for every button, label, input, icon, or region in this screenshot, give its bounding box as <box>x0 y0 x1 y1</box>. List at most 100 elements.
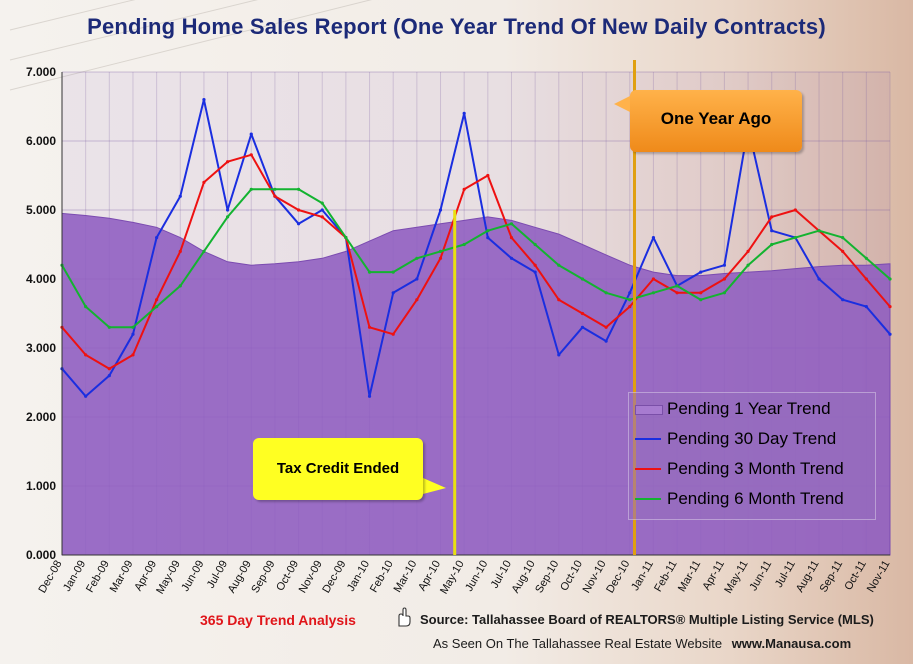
data-point <box>628 305 632 309</box>
data-point <box>249 153 253 157</box>
data-point <box>462 242 466 247</box>
callout-tax-credit: Tax Credit Ended <box>253 438 423 500</box>
data-point <box>651 277 656 281</box>
data-point <box>722 277 727 281</box>
data-point <box>155 305 159 309</box>
data-point <box>580 277 585 281</box>
x-tick-label: Jun-11 <box>748 559 775 593</box>
data-point <box>817 277 821 281</box>
data-point <box>155 298 159 302</box>
data-point <box>628 291 632 295</box>
data-point <box>320 215 324 219</box>
data-point <box>770 242 774 247</box>
data-point <box>226 208 230 212</box>
data-point <box>533 263 537 267</box>
data-point <box>131 353 135 357</box>
x-tick-label: Mar-09 <box>108 559 136 595</box>
data-point <box>770 229 774 233</box>
tax-callout-pointer <box>423 478 446 494</box>
data-point <box>462 187 466 191</box>
data-point <box>391 291 395 295</box>
data-point <box>131 332 135 336</box>
data-point <box>249 187 253 191</box>
data-point <box>486 229 490 233</box>
legend-swatch-area <box>635 405 663 415</box>
data-point <box>746 263 750 267</box>
data-point <box>841 298 845 302</box>
y-tick-label: 7.000 <box>26 65 56 79</box>
data-point <box>841 249 845 253</box>
legend-label: Pending 1 Year Trend <box>667 399 831 418</box>
footer-seen-on: As Seen On The Tallahassee Real Estate W… <box>433 636 851 651</box>
data-point <box>320 201 324 205</box>
chart-title: Pending Home Sales Report (One Year Tren… <box>87 14 826 39</box>
data-point <box>273 194 277 198</box>
data-point <box>462 111 466 115</box>
data-point <box>131 325 135 329</box>
footer-seen-prefix: As Seen On The Tallahassee Real Estate W… <box>433 636 723 651</box>
year-callout-pointer <box>614 96 630 112</box>
data-point <box>438 249 443 253</box>
data-point <box>509 236 514 240</box>
callout-one-year-ago: One Year Ago <box>630 90 802 152</box>
data-point <box>651 291 656 295</box>
data-point <box>84 305 88 309</box>
data-point <box>391 270 395 274</box>
footer-analysis: 365 Day Trend Analysis <box>200 612 356 628</box>
data-point <box>580 311 585 316</box>
data-point <box>84 394 88 398</box>
data-point <box>367 270 372 274</box>
data-point <box>391 332 395 336</box>
x-tick-label: Nov-11 <box>865 559 893 595</box>
data-point <box>675 284 679 288</box>
x-tick-label: Dec-08 <box>36 559 64 596</box>
data-point <box>107 325 111 329</box>
y-tick-label: 0.000 <box>26 548 56 562</box>
data-point <box>699 270 703 274</box>
data-point <box>202 98 206 102</box>
data-point <box>178 249 182 253</box>
data-point <box>888 305 892 309</box>
legend-label: Pending 30 Day Trend <box>667 429 837 448</box>
data-point <box>604 291 608 295</box>
data-point <box>320 208 324 212</box>
y-tick-label: 6.000 <box>26 134 56 148</box>
data-point <box>864 277 868 281</box>
data-point <box>509 256 514 260</box>
data-point <box>226 160 230 164</box>
y-tick-label: 5.000 <box>26 203 56 217</box>
data-point <box>107 367 111 371</box>
legend-label: Pending 6 Month Trend <box>667 489 844 508</box>
data-point <box>699 298 703 302</box>
data-point <box>249 132 253 136</box>
data-point <box>415 256 419 260</box>
y-tick-label: 2.000 <box>26 410 56 424</box>
data-point <box>367 325 372 329</box>
data-point <box>367 394 372 398</box>
data-point <box>486 173 490 178</box>
data-point <box>296 187 301 191</box>
x-tick-label: May-11 <box>722 559 750 596</box>
footer-website-link[interactable]: www.Manausa.com <box>731 636 852 651</box>
footer-source: Source: Tallahassee Board of REALTORS® M… <box>420 612 874 627</box>
line-pending-3-month-trend <box>61 153 891 370</box>
data-point <box>888 277 892 281</box>
x-tick-label: Dec-10 <box>604 559 632 596</box>
data-point <box>604 325 608 329</box>
data-point <box>557 263 561 267</box>
data-point <box>202 180 206 184</box>
data-point <box>580 325 585 329</box>
data-point <box>107 374 111 378</box>
x-tick-label: Sep-11 <box>818 559 846 595</box>
data-point <box>770 215 774 219</box>
line-pending-6-month-trend <box>61 188 891 329</box>
data-point <box>178 194 182 198</box>
data-point <box>533 242 537 247</box>
y-tick-label: 3.000 <box>26 341 56 355</box>
data-point <box>675 291 679 295</box>
data-point <box>296 208 301 212</box>
x-tick-label: Jul-11 <box>773 559 798 590</box>
data-point <box>202 249 206 253</box>
y-tick-label: 1.000 <box>26 479 56 493</box>
